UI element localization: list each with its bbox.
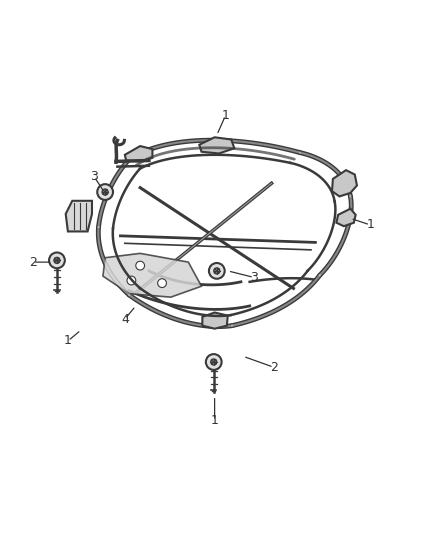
Circle shape	[209, 263, 225, 279]
Circle shape	[158, 279, 166, 287]
Circle shape	[54, 257, 60, 263]
Text: 2: 2	[29, 256, 37, 269]
Circle shape	[136, 261, 145, 270]
Text: 4: 4	[121, 312, 129, 326]
Circle shape	[214, 268, 220, 274]
Polygon shape	[332, 170, 357, 197]
Text: 1: 1	[64, 335, 72, 348]
Circle shape	[97, 184, 113, 200]
Circle shape	[206, 354, 222, 370]
Polygon shape	[202, 312, 228, 329]
Polygon shape	[336, 209, 356, 226]
Circle shape	[211, 359, 217, 365]
Polygon shape	[199, 138, 234, 154]
Text: 1: 1	[366, 219, 374, 231]
Text: 2: 2	[270, 361, 278, 374]
Polygon shape	[103, 253, 201, 297]
Text: 1: 1	[211, 414, 219, 427]
Text: 1: 1	[222, 109, 230, 122]
Circle shape	[127, 276, 136, 285]
Text: 3: 3	[250, 271, 258, 284]
Circle shape	[49, 253, 65, 268]
Polygon shape	[125, 146, 152, 161]
Text: 3: 3	[90, 170, 98, 183]
Circle shape	[102, 189, 108, 195]
Polygon shape	[66, 201, 92, 231]
